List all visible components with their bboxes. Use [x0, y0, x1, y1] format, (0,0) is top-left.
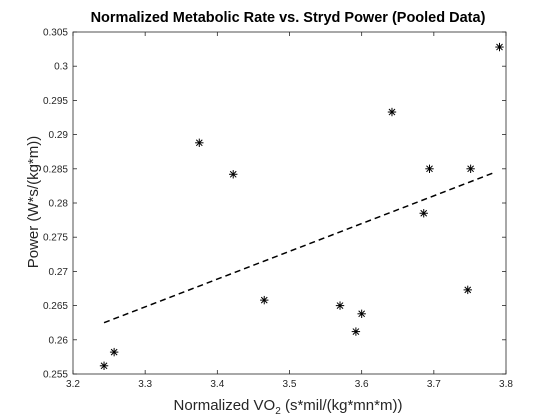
x-axis-label-suffix: (s*mil/(kg*mn*m)) — [281, 397, 403, 414]
x-tick-label: 3.4 — [210, 379, 224, 390]
y-tick-label: 0.285 — [43, 164, 68, 175]
x-tick-label: 3.6 — [355, 379, 369, 390]
x-axis-label-subscript: 2 — [275, 406, 281, 417]
points-group — [99, 42, 504, 370]
x-tick-label: 3.5 — [283, 379, 297, 390]
data-point-10 — [425, 164, 434, 173]
data-point-11 — [463, 285, 472, 295]
data-point-7 — [357, 309, 366, 319]
y-tick-label: 0.255 — [43, 370, 68, 381]
ticks-group — [72, 31, 507, 375]
y-tick-label: 0.305 — [43, 28, 68, 39]
y-tick-label: 0.275 — [43, 233, 68, 244]
y-tick-label: 0.27 — [49, 267, 69, 278]
y-tick-label: 0.28 — [49, 199, 69, 210]
data-point-6 — [351, 327, 361, 336]
chart-title: Normalized Metabolic Rate vs. Stryd Powe… — [91, 10, 486, 26]
plot-area — [72, 31, 507, 375]
data-point-5 — [335, 301, 345, 310]
x-tick-label: 3.3 — [138, 379, 152, 390]
data-point-13 — [495, 42, 504, 52]
data-point-8 — [387, 107, 397, 117]
data-point-3 — [229, 170, 238, 179]
data-point-2 — [195, 138, 204, 148]
data-point-4 — [260, 295, 269, 305]
x-tick-label: 3.2 — [66, 379, 80, 390]
tick-labels-group: 3.2 3.3 3.4 3.5 3.6 3.7 3.8 0.255 0.26 0.265 0.27 0… — [43, 28, 513, 391]
x-axis-label: Normalized VO2 (s*mil/(kg*mn*m)) — [174, 397, 403, 417]
data-point-1 — [109, 347, 119, 357]
x-tick-label: 3.8 — [499, 379, 513, 390]
x-tick-label: 3.7 — [427, 379, 441, 390]
data-point-0 — [99, 361, 109, 370]
y-tick-label: 0.295 — [43, 96, 68, 107]
data-point-9 — [419, 209, 428, 218]
y-tick-label: 0.3 — [54, 62, 68, 73]
data-point-12 — [466, 164, 475, 173]
x-axis-label-main: Normalized VO — [174, 397, 276, 414]
y-tick-label: 0.265 — [43, 301, 68, 312]
y-axis-label: Power (W*s/(kg*m)) — [25, 136, 42, 269]
y-tick-label: 0.29 — [49, 130, 69, 141]
y-tick-label: 0.26 — [49, 335, 69, 346]
